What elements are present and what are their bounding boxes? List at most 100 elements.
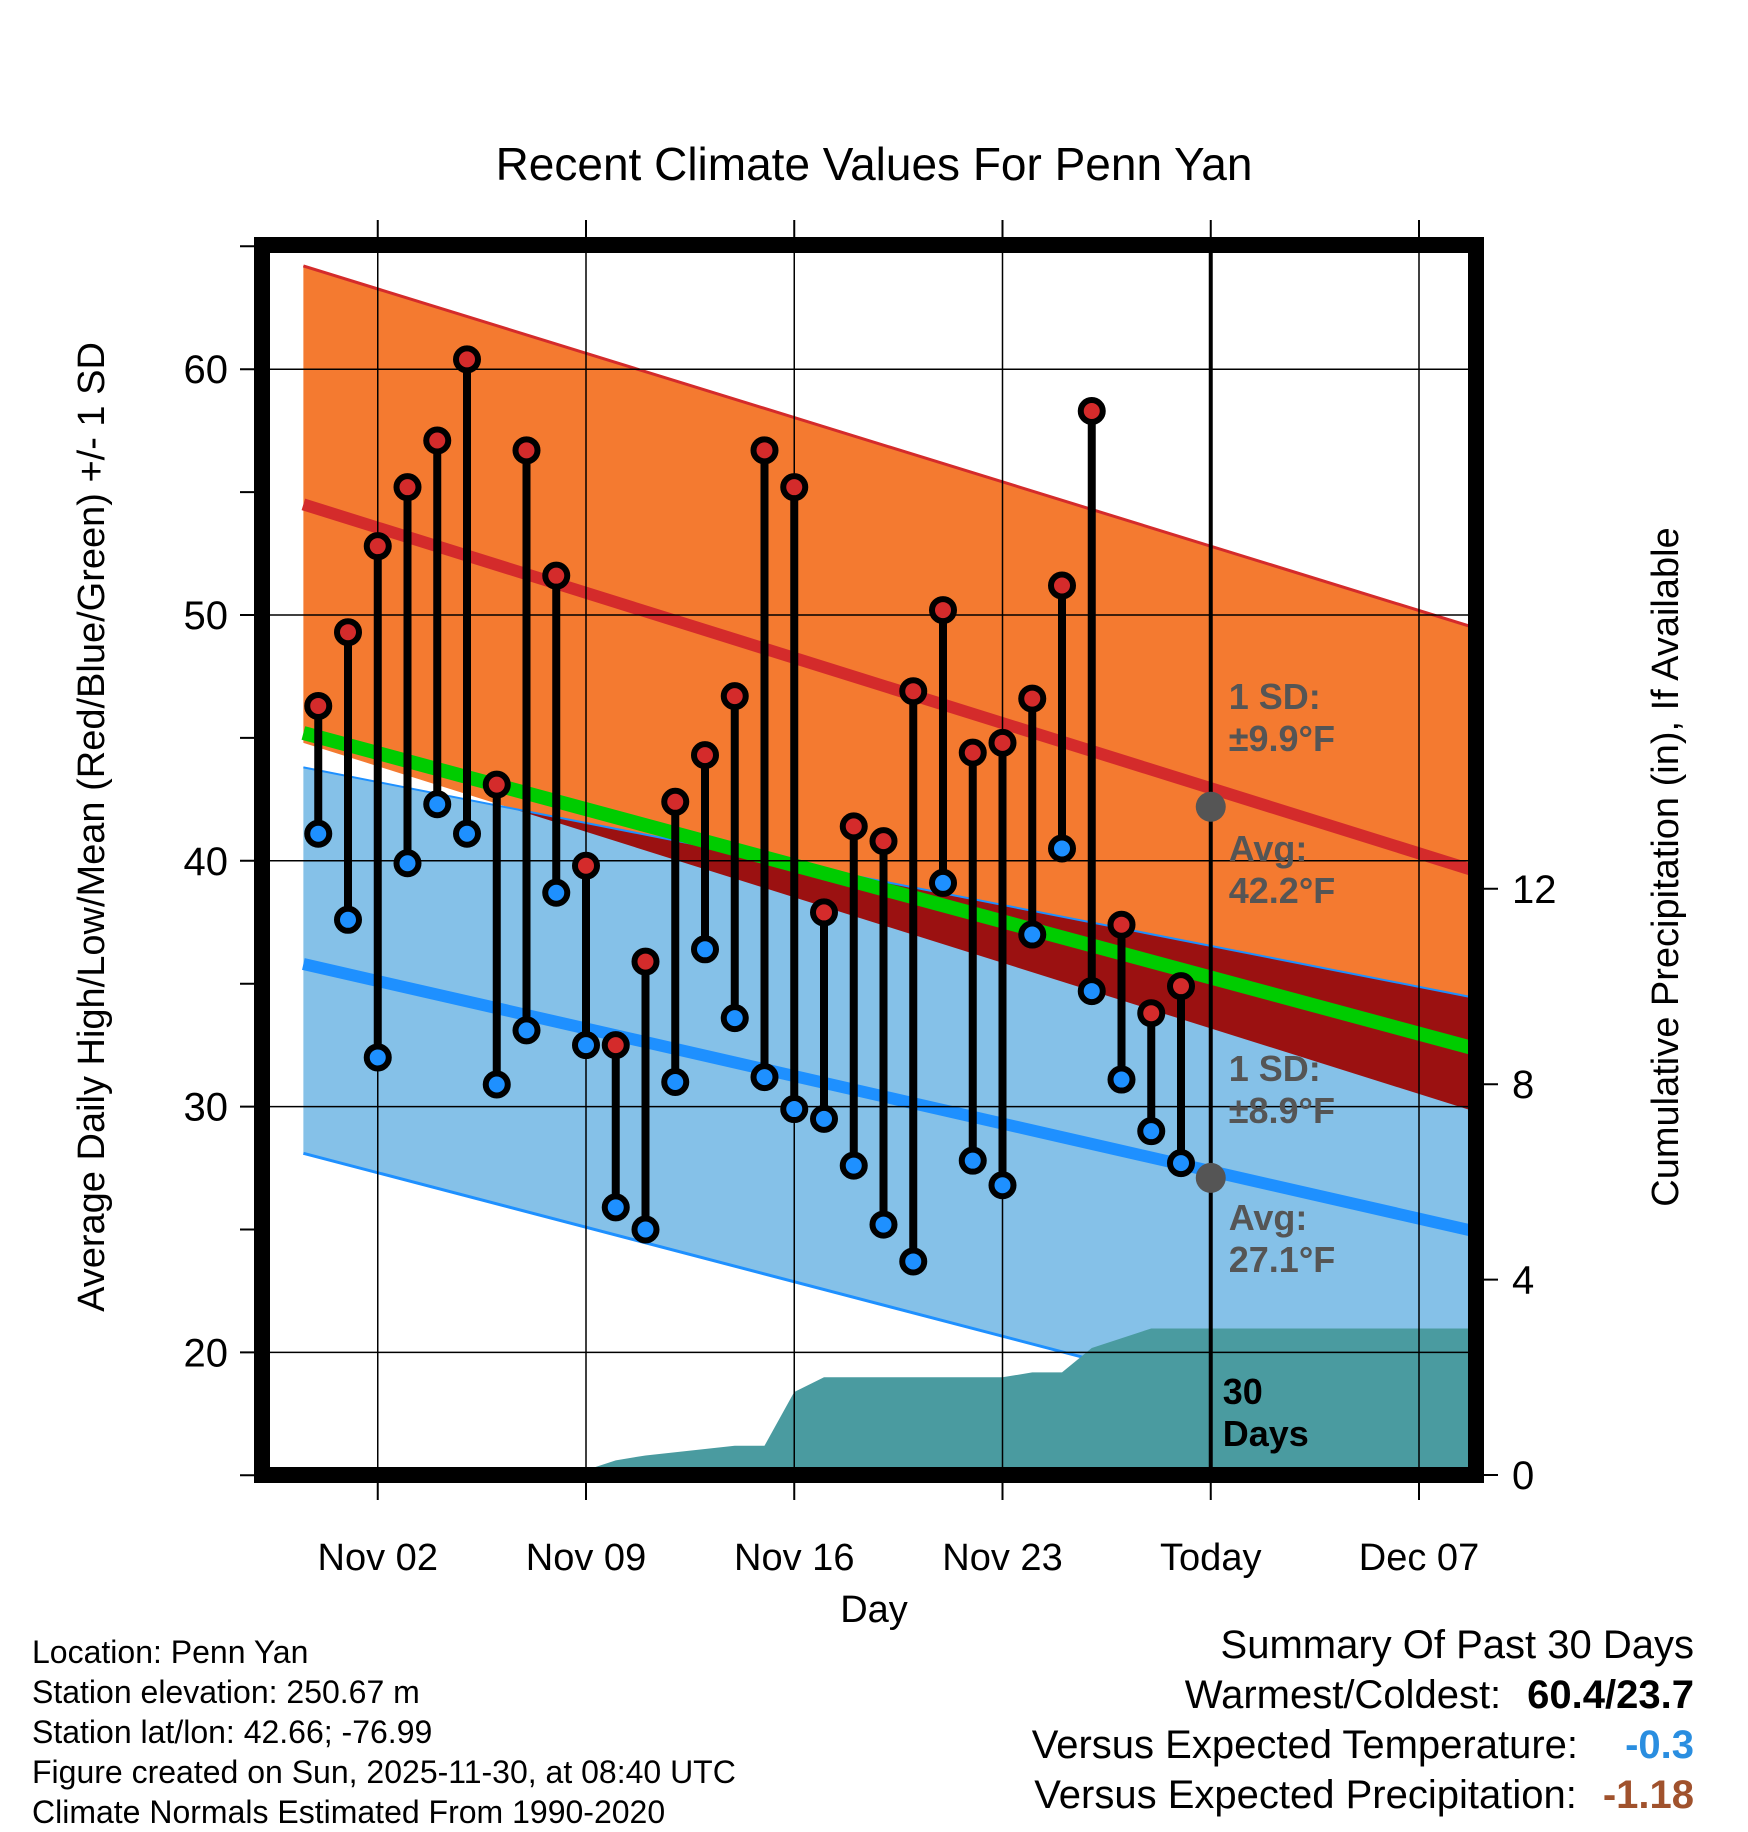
days-annotation-line2: Days <box>1223 1413 1309 1454</box>
station-info: Location: Penn Yan Station elevation: 25… <box>32 1632 736 1832</box>
daily-high-point <box>482 770 511 799</box>
y-tick-label: 40 <box>184 840 229 884</box>
daily-high-point <box>720 682 749 711</box>
daily-high-point <box>393 473 422 502</box>
daily-high-point <box>1048 571 1076 600</box>
elevation-text: Station elevation: 250.67 m <box>32 1674 420 1710</box>
summary-temp: Versus Expected Temperature: -0.3 <box>1032 1720 1694 1770</box>
daily-low-point <box>1018 920 1047 949</box>
y-tick-label: 60 <box>184 348 229 392</box>
daily-high-point <box>1077 396 1106 425</box>
precip-area <box>303 1328 1476 1475</box>
daily-low-point <box>1137 1117 1166 1146</box>
daily-low-point <box>750 1063 779 1092</box>
daily-high-point <box>542 561 571 590</box>
summary-title: Summary Of Past 30 Days <box>1220 1623 1694 1667</box>
daily-high-point <box>661 787 690 816</box>
low-sd-annotation-line1: 1 SD: <box>1229 1048 1321 1089</box>
low-upper-edge <box>303 766 1476 1000</box>
daily-low-point <box>363 1043 392 1072</box>
created-text: Figure created on Sun, 2025-11-30, at 08… <box>32 1754 736 1790</box>
location-text: Location: Penn Yan <box>32 1634 309 1670</box>
daily-high-point <box>1107 910 1136 939</box>
avg-mean-line <box>301 726 1476 1057</box>
summary-warm-cold: Warmest/Coldest: 60.4/23.7 <box>1032 1670 1694 1720</box>
x-tick-label: Nov 02 <box>318 1537 438 1579</box>
daily-high-point <box>453 345 481 374</box>
avg-low-marker <box>1195 1162 1226 1193</box>
summary-precip: Versus Expected Precipitation: -1.18 <box>1032 1770 1694 1820</box>
daily-high-point <box>1137 999 1166 1028</box>
warm-cold-label: Warmest/Coldest: <box>1184 1673 1502 1717</box>
daily-high-point <box>363 532 392 561</box>
daily-low-point <box>393 849 422 878</box>
daily-low-point <box>691 935 719 964</box>
daily-low-point <box>572 1031 600 1060</box>
daily-low-point <box>1167 1149 1195 1178</box>
low-sd-annotation: 1 SD:±8.9°F <box>1229 1048 1335 1131</box>
daily-high-point <box>750 436 779 465</box>
daily-low-point <box>661 1068 690 1097</box>
daily-low-point <box>780 1095 809 1124</box>
chart-title: Recent Climate Values For Penn Yan <box>496 138 1253 190</box>
daily-low-point <box>423 790 452 819</box>
x-tick-label: Dec 07 <box>1359 1537 1479 1579</box>
latlon-text: Station lat/lon: 42.66; -76.99 <box>32 1714 433 1750</box>
daily-low-point <box>988 1171 1017 1200</box>
daily-low-point <box>899 1247 928 1276</box>
temp-value: -0.3 <box>1625 1723 1694 1767</box>
daily-low-point <box>453 819 481 848</box>
avg-high-annotation: Avg:42.2°F <box>1229 828 1335 911</box>
daily-low-point <box>631 1215 660 1244</box>
daily-low-point <box>869 1210 898 1239</box>
x-tick-label: Today <box>1160 1537 1261 1579</box>
high-sd-annotation-line2: ±9.9°F <box>1229 718 1335 759</box>
daily-high-point <box>1167 972 1195 1001</box>
daily-high-point <box>423 426 452 455</box>
daily-low-point <box>958 1146 987 1175</box>
daily-high-point <box>810 898 838 927</box>
warm-cold-value: 60.4/23.7 <box>1527 1673 1694 1717</box>
overlap-band <box>511 808 1476 1112</box>
daily-low-point <box>601 1193 630 1222</box>
daily-low-point <box>304 819 333 848</box>
avg-high-annotation-line2: 42.2°F <box>1229 870 1335 911</box>
daily-high-point <box>601 1031 630 1060</box>
avg-high-annotation-line1: Avg: <box>1229 828 1308 869</box>
avg-high-line <box>301 498 1476 878</box>
daily-low-point <box>1107 1065 1136 1094</box>
daily-high-point <box>631 947 660 976</box>
y2-tick-label: 12 <box>1512 868 1557 912</box>
daily-high-point <box>691 741 719 770</box>
avg-high-marker <box>1195 791 1226 822</box>
daily-low-point <box>542 878 571 907</box>
high-sd-annotation-line1: 1 SD: <box>1229 676 1321 717</box>
daily-high-point <box>512 436 541 465</box>
y2-tick-label: 4 <box>1512 1259 1534 1303</box>
y-axis-label: Average Daily High/Low/Mean (Red/Blue/Gr… <box>71 342 113 1312</box>
temp-label: Versus Expected Temperature: <box>1031 1723 1578 1767</box>
daily-high-point <box>304 691 333 720</box>
avg-low-annotation: Avg:27.1°F <box>1229 1197 1335 1280</box>
avg-low-annotation-line1: Avg: <box>1229 1197 1308 1238</box>
daily-high-point <box>958 738 987 767</box>
y-tick-label: 20 <box>184 1331 229 1375</box>
y2-tick-label: 8 <box>1512 1063 1534 1107</box>
daily-high-point <box>334 618 362 647</box>
x-tick-label: Nov 16 <box>734 1537 854 1579</box>
daily-high-point <box>869 827 898 856</box>
daily-low-point <box>810 1104 838 1133</box>
normals-text: Climate Normals Estimated From 1990-2020 <box>32 1794 666 1830</box>
low-sd-annotation-line2: ±8.9°F <box>1229 1090 1335 1131</box>
y-tick-label: 30 <box>184 1086 229 1130</box>
daily-high-point <box>780 473 809 502</box>
x-tick-label: Nov 23 <box>942 1537 1062 1579</box>
days-annotation-line1: 30 <box>1223 1371 1263 1412</box>
daily-low-point <box>720 1004 749 1033</box>
summary-panel: Summary Of Past 30 Days Warmest/Coldest:… <box>1032 1620 1694 1820</box>
daily-low-point <box>482 1070 511 1099</box>
x-tick-label: Nov 09 <box>526 1537 646 1579</box>
